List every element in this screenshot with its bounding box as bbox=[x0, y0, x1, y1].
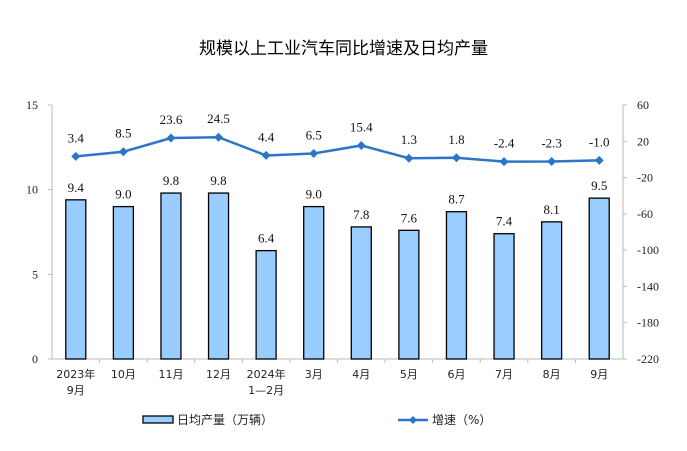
line-point bbox=[451, 153, 461, 163]
x-tick-label: 2023年 bbox=[56, 367, 95, 381]
x-tick-label: 7月 bbox=[495, 368, 513, 381]
line-point bbox=[404, 153, 414, 163]
line-data-label: 6.5 bbox=[306, 128, 322, 143]
legend-bar-swatch bbox=[142, 415, 174, 424]
right-tick-label: -100 bbox=[637, 243, 659, 257]
x-tick-label: 8月 bbox=[543, 368, 561, 381]
line-point bbox=[118, 147, 128, 157]
line-point bbox=[594, 155, 604, 165]
bar bbox=[350, 226, 372, 360]
left-tick-label: 5 bbox=[32, 267, 38, 281]
bar-data-label: 7.4 bbox=[496, 214, 513, 229]
bar bbox=[207, 192, 230, 360]
x-tick-label: 2024年 bbox=[247, 367, 286, 381]
left-tick-label: 0 bbox=[32, 352, 38, 366]
left-tick-label: 15 bbox=[26, 98, 38, 112]
x-tick-label: 12月 bbox=[206, 368, 231, 381]
chart-title: 规模以上工业汽车同比增速及日均产量 bbox=[199, 39, 488, 59]
bar bbox=[445, 211, 468, 360]
bar bbox=[493, 233, 515, 360]
line-data-label: 15.4 bbox=[350, 119, 373, 134]
line-data-label: 4.4 bbox=[258, 129, 275, 144]
x-tick-label: 5月 bbox=[400, 368, 418, 381]
x-tick-label: 10月 bbox=[111, 368, 136, 381]
bar-data-label: 9.5 bbox=[591, 178, 607, 193]
line-data-label: 3.4 bbox=[68, 130, 85, 145]
x-tick-label: 11月 bbox=[158, 368, 183, 381]
line-data-label: -2.4 bbox=[494, 136, 515, 151]
line-point bbox=[214, 132, 224, 142]
bar bbox=[255, 249, 277, 360]
bar bbox=[160, 192, 182, 360]
bar-data-label: 7.6 bbox=[401, 210, 418, 225]
x-tick-label: 9月 bbox=[67, 384, 85, 397]
line-point bbox=[166, 133, 176, 143]
right-tick-label: -140 bbox=[637, 279, 659, 293]
bar-data-label: 9.0 bbox=[306, 187, 322, 202]
bar-data-label: 8.1 bbox=[544, 202, 560, 217]
right-tick-label: 60 bbox=[637, 98, 649, 112]
line-data-label: 23.6 bbox=[160, 112, 183, 127]
bar bbox=[112, 205, 135, 360]
right-tick-label: -180 bbox=[637, 316, 659, 330]
bar bbox=[398, 229, 420, 360]
bar-data-label: 9.4 bbox=[68, 180, 85, 195]
x-tick-label: 3月 bbox=[305, 368, 323, 381]
legend-line-marker bbox=[409, 416, 417, 424]
bar-data-label: 9.8 bbox=[210, 173, 226, 188]
line-point bbox=[356, 140, 366, 150]
right-tick-label: -220 bbox=[637, 352, 659, 366]
line-data-label: -1.0 bbox=[589, 134, 610, 149]
x-tick-label: 4月 bbox=[352, 368, 370, 381]
bar-data-label: 6.4 bbox=[258, 231, 275, 246]
line-data-label: -2.3 bbox=[541, 136, 562, 151]
line-data-label: 1.8 bbox=[448, 132, 464, 147]
bar-data-label: 9.8 bbox=[163, 173, 179, 188]
right-tick-label: -60 bbox=[637, 207, 653, 221]
line-point bbox=[547, 157, 557, 167]
line-data-label: 1.3 bbox=[401, 132, 417, 147]
x-tick-label: 9月 bbox=[590, 368, 608, 381]
bar bbox=[540, 221, 563, 360]
legend-line-label: 增速（%） bbox=[432, 413, 491, 427]
right-tick-label: 20 bbox=[637, 134, 649, 148]
x-tick-label: 6月 bbox=[447, 368, 465, 381]
bar bbox=[303, 205, 325, 360]
bar-data-label: 8.7 bbox=[448, 192, 465, 207]
line-point bbox=[71, 151, 81, 161]
right-tick-label: -20 bbox=[637, 171, 653, 185]
left-tick-label: 10 bbox=[26, 183, 38, 197]
line-point bbox=[499, 157, 509, 167]
line-point bbox=[309, 149, 319, 159]
growth-line bbox=[75, 135, 600, 163]
bar bbox=[65, 199, 87, 360]
x-tick-label: 1—2月 bbox=[248, 384, 284, 397]
line-data-label: 24.5 bbox=[207, 111, 230, 126]
line-point bbox=[261, 150, 271, 160]
bar-data-label: 9.0 bbox=[115, 187, 131, 202]
bar-data-label: 7.8 bbox=[353, 207, 369, 222]
legend-bar-label: 日均产量（万辆） bbox=[177, 413, 273, 427]
bar bbox=[588, 197, 610, 360]
line-data-label: 8.5 bbox=[115, 126, 131, 141]
